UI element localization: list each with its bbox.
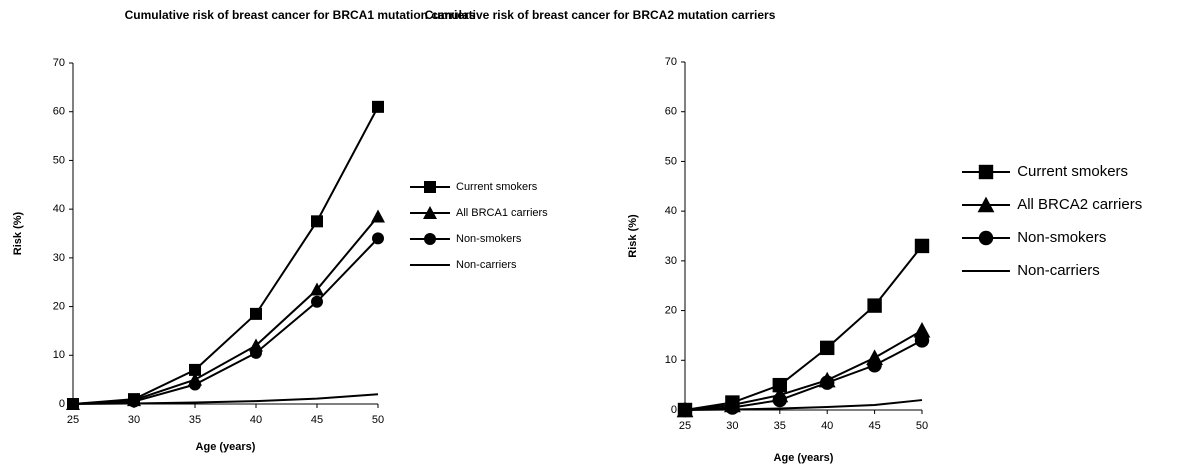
data-point: [867, 298, 882, 313]
legend-label: All BRCA2 carriers: [1017, 196, 1142, 213]
data-point: [311, 215, 323, 228]
y-tick-label: 40: [665, 205, 677, 217]
x-tick-label: 35: [774, 420, 786, 432]
x-tick-label: 25: [67, 414, 79, 426]
y-tick-label: 10: [53, 349, 65, 361]
series-line: [72, 106, 379, 405]
x-tick-label: 45: [311, 414, 323, 426]
data-point: [772, 392, 787, 408]
data-point: [310, 282, 324, 296]
legend-label: All BRCA1 carriers: [456, 207, 548, 219]
y-tick-label: 70: [53, 57, 65, 69]
y-tick-label: 60: [53, 106, 65, 118]
x-tick-label: 30: [128, 414, 140, 426]
x-tick-label: 35: [189, 414, 201, 426]
y-tick-label: 10: [665, 354, 677, 366]
y-tick-label: 30: [665, 255, 677, 267]
x-tick-label: 25: [679, 420, 691, 432]
data-point: [311, 295, 323, 308]
data-point: [250, 346, 262, 359]
x-tick-label: 40: [250, 414, 262, 426]
data-point: [914, 238, 930, 254]
legend-label: Non-smokers: [456, 233, 522, 245]
y-tick-label: 60: [665, 106, 677, 118]
data-point: [371, 209, 385, 223]
x-tick-label: 40: [821, 420, 833, 432]
series-line: [72, 237, 379, 405]
series-line: [684, 339, 923, 411]
data-point: [128, 395, 140, 408]
legend-label: Current smokers: [1017, 163, 1128, 180]
y-axis-label: Risk (%): [627, 214, 639, 258]
data-point: [820, 375, 835, 390]
x-tick-label: 50: [372, 414, 384, 426]
chart-title: Cumulative risk of breast cancer for BRC…: [424, 8, 776, 22]
y-tick-label: 20: [665, 304, 677, 316]
series-line: [684, 245, 923, 411]
legend-marker: [978, 164, 994, 180]
data-point: [913, 322, 931, 338]
y-tick-label: 40: [53, 203, 65, 215]
x-tick-label: 50: [916, 420, 928, 432]
chart-title: Cumulative risk of breast cancer for BRC…: [124, 8, 476, 22]
y-axis-label: Risk (%): [12, 211, 24, 255]
y-tick-label: 50: [53, 154, 65, 166]
y-tick-label: 50: [665, 155, 677, 167]
x-tick-label: 30: [726, 420, 738, 432]
y-tick-label: 20: [53, 300, 65, 312]
y-tick-label: 30: [53, 252, 65, 264]
legend-marker: [423, 206, 437, 219]
data-point: [725, 400, 740, 415]
series-line: [72, 393, 379, 405]
y-tick-label: 70: [665, 56, 677, 68]
legend-label: Non-carriers: [456, 259, 517, 271]
legend-label: Current smokers: [456, 181, 538, 193]
data-point: [820, 340, 835, 356]
data-point: [372, 232, 384, 245]
legend-label: Non-smokers: [1017, 229, 1106, 246]
data-point: [772, 377, 787, 393]
series-line: [72, 215, 379, 405]
x-axis-label: Age (years): [774, 452, 834, 464]
data-point: [189, 378, 201, 391]
series-line: [684, 329, 923, 411]
y-tick-label: 0: [59, 398, 65, 410]
data-point: [372, 100, 384, 113]
series-line: [684, 399, 923, 411]
y-tick-label: 0: [671, 404, 677, 416]
data-point: [189, 363, 201, 376]
data-point: [914, 333, 930, 348]
x-tick-label: 45: [868, 420, 880, 432]
x-axis-label: Age (years): [196, 441, 256, 453]
data-point: [867, 358, 882, 373]
legend-marker: [424, 233, 436, 245]
legend-marker: [424, 181, 436, 193]
legend-marker: [978, 230, 994, 246]
data-point: [250, 307, 262, 320]
legend-label: Non-carriers: [1017, 262, 1100, 279]
legend-marker: [977, 196, 995, 213]
